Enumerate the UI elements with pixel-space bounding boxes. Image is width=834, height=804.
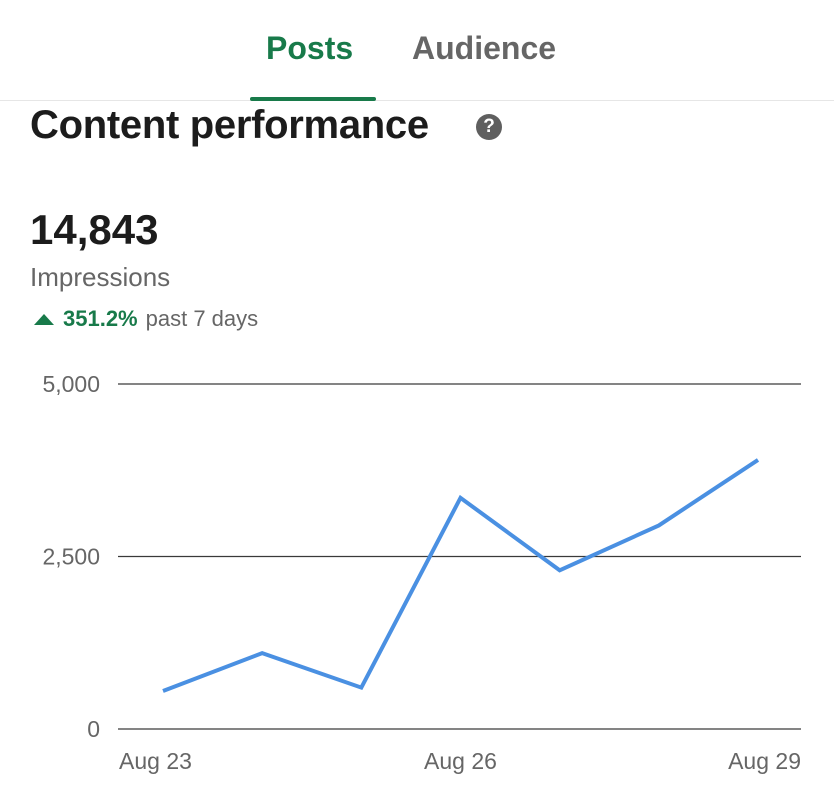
x-tick-label: Aug 23 — [119, 748, 192, 774]
change-percentage: 351.2% — [63, 306, 138, 331]
y-tick-label: 2,500 — [42, 544, 100, 570]
change-period: past 7 days — [145, 306, 259, 331]
tab-audience[interactable]: Audience — [412, 30, 557, 66]
data-point — [554, 564, 566, 576]
impressions-series-line — [162, 458, 760, 693]
tab-posts[interactable]: Posts — [266, 30, 354, 66]
x-tick-label: Aug 29 — [728, 748, 801, 774]
data-point — [653, 519, 665, 531]
data-point — [157, 685, 169, 697]
change-indicator: 351.2% past 7 days — [34, 306, 258, 332]
tab-bar: Posts Audience — [0, 0, 834, 101]
active-tab-indicator — [250, 97, 376, 101]
x-tick-label: Aug 26 — [424, 748, 497, 774]
section-title: Content performance — [30, 103, 429, 147]
data-point — [752, 454, 764, 466]
data-point — [455, 492, 467, 504]
impressions-label: Impressions — [30, 262, 171, 292]
data-point — [256, 647, 268, 659]
help-icon[interactable]: ? — [476, 114, 502, 140]
y-tick-label: 0 — [87, 716, 100, 742]
data-point — [355, 682, 367, 694]
y-tick-label: 5,000 — [42, 371, 100, 397]
up-arrow-icon — [34, 313, 54, 325]
impressions-value: 14,843 — [30, 206, 159, 253]
impressions-chart: 5,000 2,500 0 Aug 23 Aug 26 Aug 29 — [42, 371, 801, 774]
